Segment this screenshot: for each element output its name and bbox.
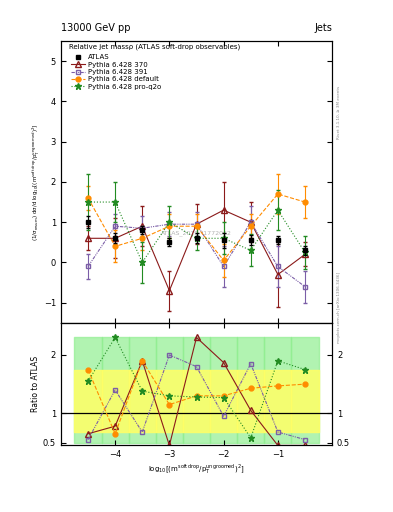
- Text: mcplots.cern.ch [arXiv:1306.3436]: mcplots.cern.ch [arXiv:1306.3436]: [337, 272, 341, 343]
- Text: 13000 GeV pp: 13000 GeV pp: [61, 23, 130, 33]
- Y-axis label: (1/σ$_{\mathrm{resum}}$) dσ/d log$_{10}$[(m$^{\mathrm{soft\,drop}}$/p$_\mathrm{T: (1/σ$_{\mathrm{resum}}$) dσ/d log$_{10}$…: [31, 123, 42, 241]
- Text: Rivet 3.1.10, ≥ 3M events: Rivet 3.1.10, ≥ 3M events: [337, 86, 341, 139]
- Text: Jets: Jets: [314, 23, 332, 33]
- X-axis label: log$_{10}$[(m$^{\mathrm{soft\,drop}}$/p$_\mathrm{T}^{\mathrm{ungroomed}}$)$^2$]: log$_{10}$[(m$^{\mathrm{soft\,drop}}$/p$…: [148, 462, 245, 476]
- Legend: ATLAS, Pythia 6.428 370, Pythia 6.428 391, Pythia 6.428 default, Pythia 6.428 pr: ATLAS, Pythia 6.428 370, Pythia 6.428 39…: [70, 53, 162, 91]
- Y-axis label: Ratio to ATLAS: Ratio to ATLAS: [31, 356, 40, 412]
- Text: ATLAS_2019_I1772062: ATLAS_2019_I1772062: [161, 230, 232, 236]
- Text: Relative jet massρ (ATLAS soft-drop observables): Relative jet massρ (ATLAS soft-drop obse…: [69, 44, 240, 50]
